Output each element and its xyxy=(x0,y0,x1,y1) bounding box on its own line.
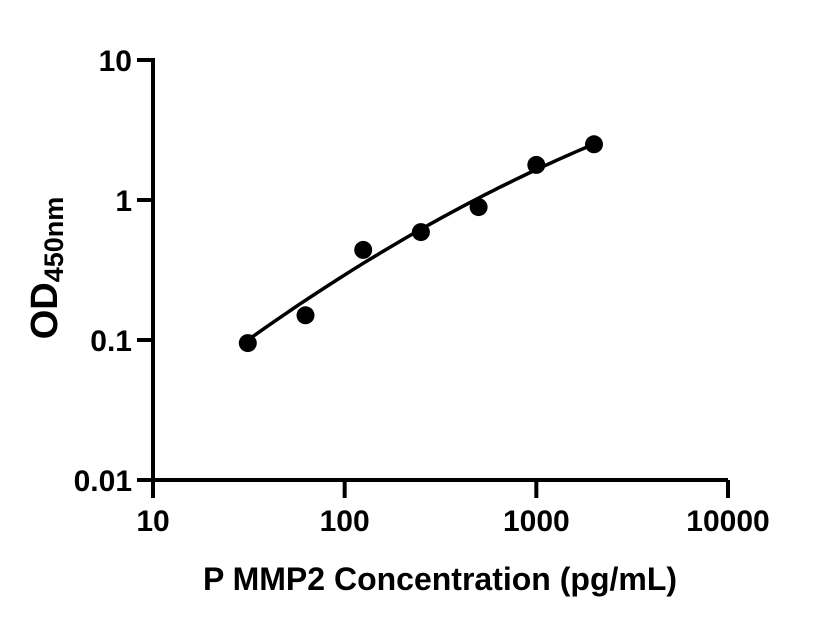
x-tick-label: 100 xyxy=(320,505,370,538)
data-point xyxy=(411,223,430,242)
y-tick-label: 1 xyxy=(115,185,132,218)
data-point xyxy=(296,306,315,325)
data-point xyxy=(585,135,603,154)
data-point xyxy=(527,155,546,174)
x-tick-label: 10 xyxy=(136,505,169,538)
y-tick-label: 0.1 xyxy=(90,325,132,358)
y-axis-title-subscript: 450nm xyxy=(39,196,69,283)
y-axis-title-main: OD xyxy=(24,282,66,340)
data-point xyxy=(469,198,488,217)
x-tick-label: 1000 xyxy=(503,505,570,538)
data-point xyxy=(354,240,373,259)
x-axis-title: P MMP2 Concentration (pg/mL) xyxy=(202,561,678,597)
y-tick-label: 10 xyxy=(99,45,132,78)
x-tick-label: 10000 xyxy=(686,505,769,538)
y-axis-title: OD450nm xyxy=(24,197,70,340)
data-point xyxy=(238,334,257,353)
y-tick-label: 0.01 xyxy=(74,465,132,498)
